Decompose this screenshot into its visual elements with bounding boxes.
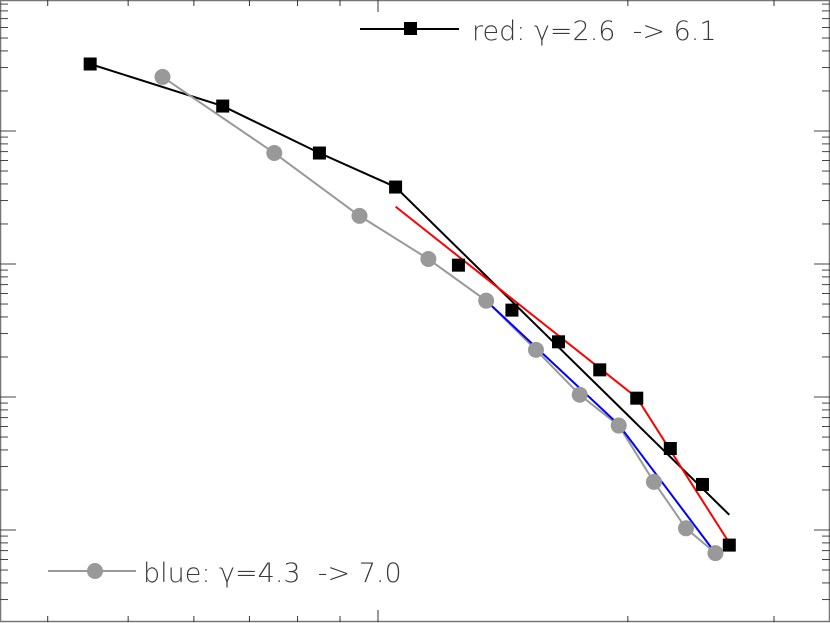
square-marker-icon [695,477,709,491]
square-marker-icon [505,303,519,317]
circle-marker-icon [527,341,544,358]
square-marker-icon [389,180,403,194]
square-marker-icon [404,22,417,35]
fit-lines [394,186,731,554]
circle-marker-icon [351,207,368,224]
square-marker-icon [552,335,566,349]
circle-marker-icon [420,251,437,268]
circle-marker-icon [154,68,171,85]
legend-blue: blue: γ=4.3 -> 7.0 [48,558,402,589]
circle-marker-icon [645,473,662,490]
series-lines [89,63,717,554]
circle-marker-icon [87,563,103,579]
square-marker-icon [593,363,607,377]
circle-marker-icon [571,386,588,403]
circle-marker-icon [677,520,694,537]
square-marker-icon [83,57,97,71]
legend-label-red: red: γ=2.6 -> 6.1 [472,16,717,47]
square-marker-icon [451,258,465,272]
square-marker-icon [312,146,326,160]
legend-red: red: γ=2.6 -> 6.1 [360,16,717,47]
circle-marker-icon [610,417,627,434]
legend-label-blue: blue: γ=4.3 -> 7.0 [143,558,402,589]
series-markers [83,57,736,562]
square-marker-icon [722,538,736,552]
circle-marker-icon [266,145,283,162]
square-marker-icon [630,391,644,405]
square-marker-icon [216,99,230,113]
circle-marker-icon [707,545,724,562]
circle-marker-icon [478,292,495,309]
square-marker-icon [663,441,677,455]
